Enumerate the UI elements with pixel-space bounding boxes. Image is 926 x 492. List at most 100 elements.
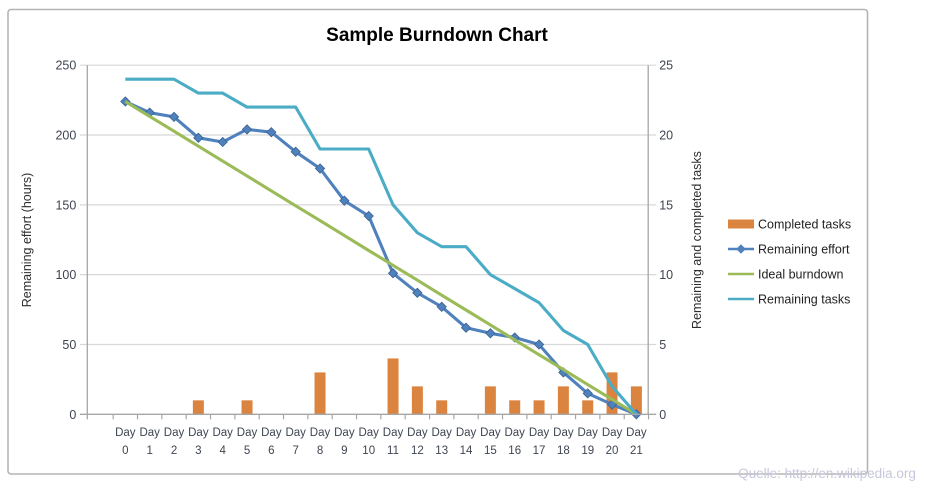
marker-remaining-effort-day-17: [533, 339, 545, 350]
x-label-prefix-day-20: Day: [602, 427, 623, 439]
x-label-prefix-day-15: Day: [480, 427, 501, 439]
marker-remaining-effort-day-19: [582, 388, 593, 399]
marker-remaining-effort-day-15: [485, 328, 496, 339]
x-label-prefix-day-13: Day: [431, 427, 452, 439]
marker-remaining-effort-day-3: [193, 132, 204, 143]
marker-remaining-effort-day-2: [168, 111, 180, 123]
bar-completed-tasks-day-15: [484, 386, 496, 415]
x-label-prefix-day-7: Day: [285, 427, 306, 439]
x-label-number-day-21: 21: [630, 445, 643, 457]
left-axis-title: Remaining effort (hours): [20, 173, 34, 308]
x-label-prefix-day-11: Day: [383, 427, 404, 439]
bar-completed-tasks-day-18: [557, 386, 569, 415]
x-label-number-day-18: 18: [557, 445, 570, 457]
x-label-number-day-15: 15: [484, 445, 497, 457]
left-tick-label-200: 200: [55, 129, 76, 143]
chart-title: Sample Burndown Chart: [326, 25, 548, 46]
bar-completed-tasks-day-13: [436, 400, 448, 415]
left-tick-label-250: 250: [55, 59, 76, 73]
legend: Completed tasks Remaining effort Ideal b…: [728, 218, 851, 307]
x-label-number-day-1: 1: [146, 445, 152, 457]
marker-remaining-effort-day-5: [241, 124, 253, 135]
x-label-number-day-7: 7: [292, 445, 298, 457]
bar-completed-tasks-day-8: [314, 372, 326, 415]
x-label-number-day-3: 3: [195, 445, 201, 457]
x-label-prefix-day-6: Day: [261, 427, 282, 439]
bar-completed-tasks-day-11: [387, 358, 399, 415]
marker-remaining-effort-day-9: [339, 195, 350, 206]
bar-completed-tasks-day-19: [582, 400, 594, 415]
left-tick-label-100: 100: [55, 268, 76, 282]
legend-label-remaining-effort: Remaining effort: [758, 243, 850, 257]
legend-label-ideal-burndown: Ideal burndown: [758, 268, 844, 282]
marker-remaining-effort-day-11: [387, 268, 399, 279]
x-label-number-day-6: 6: [268, 445, 274, 457]
x-label-prefix-day-1: Day: [139, 427, 160, 439]
right-tick-label-15: 15: [659, 198, 673, 212]
x-label-number-day-5: 5: [244, 445, 250, 457]
x-label-number-day-12: 12: [411, 445, 424, 457]
x-label-prefix-day-2: Day: [164, 427, 185, 439]
legend-label-remaining-tasks: Remaining tasks: [758, 293, 850, 307]
marker-remaining-effort-day-4: [217, 136, 228, 148]
legend-label-completed-tasks: Completed tasks: [758, 218, 851, 232]
right-tick-label-5: 5: [659, 338, 666, 352]
x-label-number-day-4: 4: [219, 445, 226, 457]
x-label-prefix-day-16: Day: [504, 427, 525, 439]
plot-area: 0 50 100 150 200 250 0 5 10 15 20 25 Day 0 Day 1 Day 2 Day…: [55, 59, 673, 457]
left-tick-label-50: 50: [62, 338, 76, 352]
x-label-prefix-day-9: Day: [334, 427, 355, 439]
bar-completed-tasks-day-21: [630, 386, 642, 415]
line-remaining-effort: [124, 100, 637, 416]
x-label-prefix-day-8: Day: [310, 427, 331, 439]
legend-item-remaining-tasks: Remaining tasks: [728, 293, 850, 307]
x-label-number-day-14: 14: [460, 445, 473, 457]
line-remaining-tasks: [125, 77, 638, 416]
right-tick-label-10: 10: [659, 268, 673, 282]
x-label-number-day-9: 9: [341, 445, 347, 457]
right-tick-label-0: 0: [659, 408, 666, 422]
right-tick-label-25: 25: [659, 59, 673, 73]
chart-frame: [7, 8, 869, 475]
left-tick-label-150: 150: [55, 198, 76, 212]
x-label-number-day-8: 8: [317, 445, 323, 457]
legend-swatch-diamond: [736, 244, 746, 254]
bar-completed-tasks-day-16: [509, 400, 521, 415]
legend-item-remaining-effort: Remaining effort: [728, 243, 850, 257]
marker-remaining-effort-day-8: [314, 163, 326, 174]
x-label-prefix-day-5: Day: [237, 427, 258, 439]
x-label-number-day-17: 17: [533, 445, 546, 457]
marker-remaining-effort-day-7: [290, 146, 301, 157]
x-label-prefix-day-14: Day: [456, 427, 477, 439]
bar-completed-tasks-day-3: [192, 400, 204, 415]
x-label-number-day-2: 2: [171, 445, 177, 457]
x-label-prefix-day-19: Day: [577, 427, 598, 439]
x-label-prefix-day-10: Day: [358, 427, 379, 439]
marker-remaining-effort-day-10: [363, 210, 374, 222]
x-label-prefix-day-4: Day: [212, 427, 233, 439]
x-label-prefix-day-21: Day: [626, 427, 647, 439]
bar-completed-tasks-day-20: [606, 372, 618, 415]
right-axis-title: Remaining and completed tasks: [690, 151, 704, 329]
legend-swatch-bar: [728, 219, 754, 229]
x-label-number-day-10: 10: [362, 445, 375, 457]
x-label-prefix-day-0: Day: [115, 427, 136, 439]
bar-completed-tasks-day-17: [533, 400, 545, 415]
legend-item-completed-tasks: Completed tasks: [728, 218, 851, 232]
marker-remaining-effort-day-13: [436, 301, 447, 312]
right-tick-label-20: 20: [659, 129, 673, 143]
x-label-prefix-day-18: Day: [553, 427, 574, 439]
x-label-number-day-19: 19: [581, 445, 594, 457]
left-tick-label-0: 0: [69, 408, 76, 422]
x-label-number-day-0: 0: [122, 445, 128, 457]
marker-remaining-effort-day-16: [509, 332, 520, 343]
x-label-number-day-11: 11: [387, 445, 399, 457]
x-label-number-day-13: 13: [435, 445, 448, 457]
legend-item-ideal-burndown: Ideal burndown: [728, 268, 844, 282]
marker-remaining-effort-day-12: [412, 287, 423, 298]
bar-completed-tasks-day-12: [411, 386, 423, 415]
line-ideal-burndown: [124, 100, 638, 416]
x-label-prefix-day-3: Day: [188, 427, 209, 439]
